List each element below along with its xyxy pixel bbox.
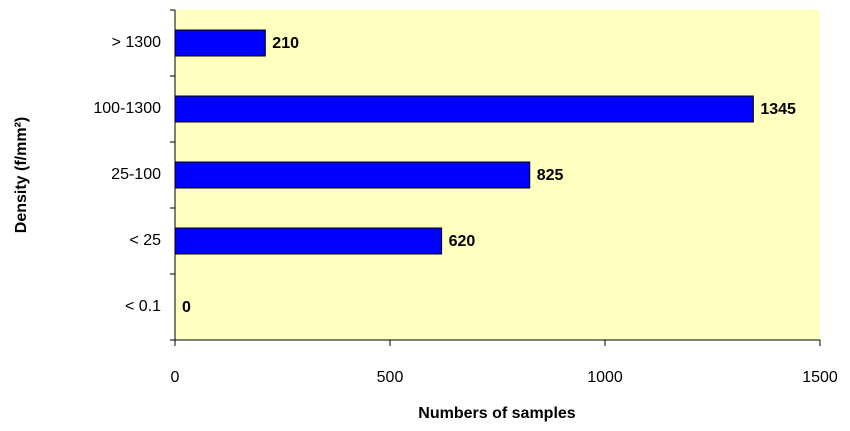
y-axis-label: Density (f/mm²) xyxy=(13,117,30,233)
y-tick-label: 25-100 xyxy=(111,166,161,183)
y-tick-label: < 25 xyxy=(129,232,161,249)
y-tick-label: 100-1300 xyxy=(93,100,161,117)
x-tick-label: 0 xyxy=(171,369,180,386)
bar xyxy=(174,161,531,189)
x-axis-label: Numbers of samples xyxy=(418,405,575,422)
x-tick-label: 500 xyxy=(377,369,404,386)
value-label: 0 xyxy=(182,299,191,316)
value-label: 1345 xyxy=(760,101,796,118)
value-label: 825 xyxy=(537,167,564,184)
x-tick-label: 1000 xyxy=(587,369,623,386)
bar xyxy=(174,95,754,123)
y-tick-label: > 1300 xyxy=(112,34,161,51)
value-label: 620 xyxy=(449,233,476,250)
bar xyxy=(174,29,266,57)
bar xyxy=(174,227,443,255)
value-label: 210 xyxy=(272,35,299,52)
y-tick-label: < 0.1 xyxy=(125,298,161,315)
x-tick-label: 1500 xyxy=(802,369,838,386)
